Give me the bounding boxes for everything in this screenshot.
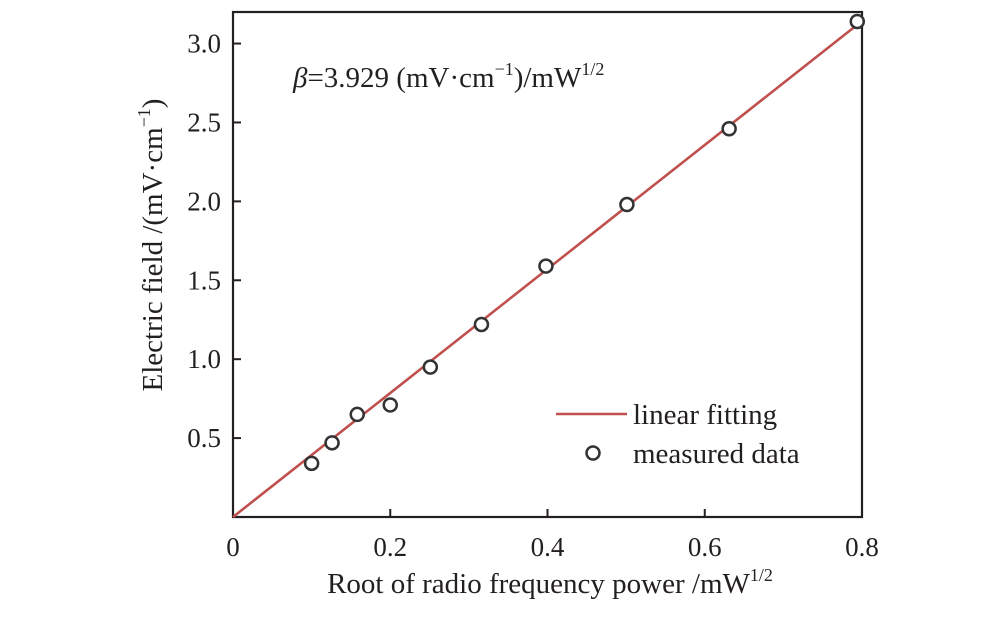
x-axis-title-text: Root of radio frequency power /mW [327,568,750,600]
y-axis-title-text: Electric field /(mV·cm [137,127,169,392]
y-tick-label: 3.0 [187,29,221,59]
legend-label-measured-data: measured data [633,438,800,470]
x-tick-label: 0.2 [373,532,407,562]
annotation-beta-symbol: β [292,62,308,94]
annotation-beta-text2: )/mW [514,62,582,94]
y-tick-label: 1.0 [187,344,221,374]
data-point [303,455,320,472]
y-tick-label: 1.5 [187,265,221,295]
y-axis-title: Electric field /(mV·cm−1) [134,99,169,392]
data-point [721,121,737,137]
x-tick-label: 0.6 [688,532,722,562]
y-tick-label: 2.5 [187,107,221,137]
data-point [324,435,340,451]
data-point [349,406,365,423]
y-axis-title-sup: −1 [134,108,154,127]
legend-label-linear-fitting: linear fitting [633,399,777,431]
data-point [382,397,398,413]
data-point [422,359,439,375]
x-axis-title: Root of radio frequency power /mW1/2 [327,565,773,600]
annotation-beta-sup1: −1 [495,59,514,79]
x-tick-label: 0.8 [845,532,879,562]
data-point [473,316,490,333]
data-point [849,13,866,30]
y-tick-label: 2.0 [187,186,221,216]
annotation-beta-text: =3.929 (mV·cm [307,62,495,94]
annotation-beta: β=3.929 (mV·cm−1)/mW1/2 [292,59,604,94]
data-point [619,196,635,213]
annotation-beta-sup2: 1/2 [581,59,604,79]
data-point [538,258,554,274]
y-axis-title-close: ) [137,99,169,109]
y-tick-label: 0.5 [187,423,221,453]
x-axis-title-sup: 1/2 [750,565,773,585]
legend-marker-swatch [585,445,601,461]
x-tick-label: 0.4 [531,532,565,562]
data-points [232,13,866,519]
legend: linear fitting measured data [556,399,800,470]
x-tick-label: 0 [226,532,240,562]
axis-ticks: 0 0.2 0.4 0.6 0.8 0.5 1.0 1.5 2.0 2.5 3.0 [187,29,879,562]
